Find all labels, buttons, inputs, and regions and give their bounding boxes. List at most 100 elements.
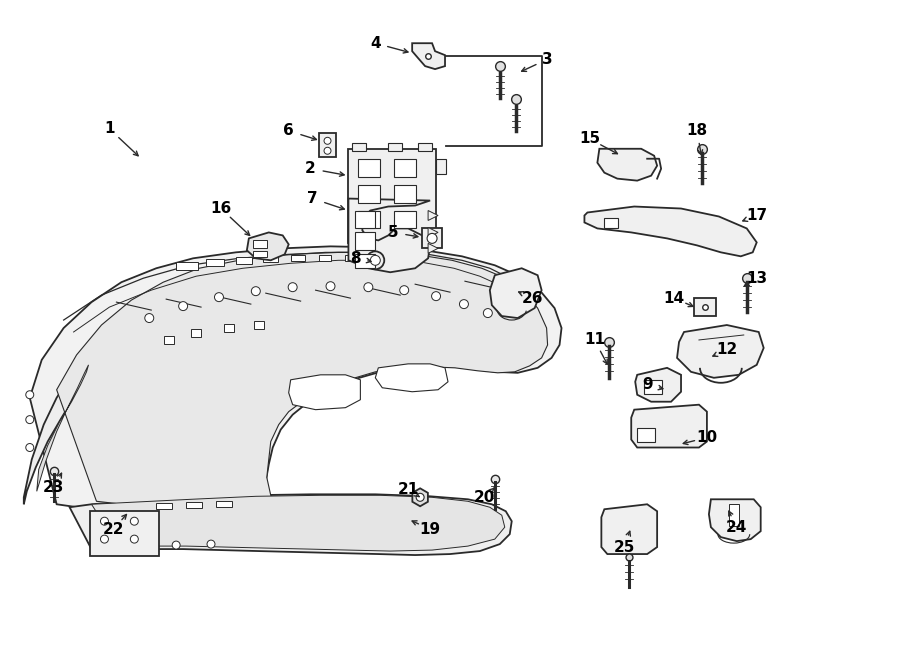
Polygon shape (428, 244, 438, 254)
Bar (253, 252, 266, 258)
Polygon shape (601, 504, 657, 554)
Text: 20: 20 (474, 490, 496, 505)
Circle shape (364, 283, 373, 292)
Polygon shape (69, 495, 512, 555)
Bar (370, 256, 383, 262)
Polygon shape (677, 325, 764, 378)
Bar (358, 185, 381, 203)
Text: 5: 5 (388, 225, 399, 240)
Circle shape (101, 517, 108, 525)
Bar (694, 298, 716, 316)
Text: 19: 19 (419, 522, 441, 537)
Bar (418, 143, 432, 151)
Circle shape (324, 137, 331, 144)
Text: 9: 9 (642, 377, 652, 393)
Bar (356, 254, 375, 268)
Text: 8: 8 (350, 251, 361, 266)
Bar (319, 256, 331, 261)
Text: 26: 26 (522, 291, 544, 306)
Bar (604, 218, 618, 228)
Polygon shape (709, 499, 760, 541)
Text: 6: 6 (284, 123, 294, 138)
Circle shape (400, 286, 409, 295)
Circle shape (366, 252, 384, 269)
Bar (263, 256, 278, 262)
Bar (729, 504, 739, 526)
Bar (224, 324, 234, 332)
Polygon shape (428, 211, 438, 220)
Bar (637, 428, 655, 442)
Circle shape (101, 535, 108, 543)
Circle shape (432, 292, 440, 301)
Polygon shape (412, 489, 427, 506)
Circle shape (428, 234, 437, 244)
Text: 15: 15 (579, 131, 600, 146)
Circle shape (26, 444, 34, 451)
Circle shape (370, 256, 381, 265)
Text: 17: 17 (746, 208, 768, 223)
Polygon shape (23, 360, 92, 504)
Text: 2: 2 (305, 161, 316, 176)
Text: 12: 12 (716, 342, 737, 357)
Polygon shape (37, 365, 88, 491)
Text: 22: 22 (103, 522, 124, 537)
Text: 21: 21 (398, 482, 418, 497)
Polygon shape (428, 228, 438, 238)
Bar (348, 149, 436, 244)
Bar (191, 329, 201, 337)
Bar (319, 133, 337, 157)
Bar (644, 380, 662, 394)
Bar (394, 211, 416, 228)
Bar (353, 143, 366, 151)
Bar (358, 159, 381, 177)
Bar (388, 143, 402, 151)
Bar (291, 256, 304, 261)
Bar (164, 336, 175, 344)
Circle shape (145, 314, 154, 322)
Circle shape (26, 391, 34, 399)
Bar (186, 502, 202, 508)
Polygon shape (584, 207, 757, 256)
Bar (176, 262, 198, 270)
Circle shape (251, 287, 260, 296)
Bar (422, 228, 442, 248)
Bar (358, 211, 381, 228)
Text: 24: 24 (726, 520, 748, 535)
Bar (436, 159, 446, 173)
Circle shape (26, 416, 34, 424)
Text: 3: 3 (543, 52, 553, 67)
Polygon shape (635, 368, 681, 402)
Polygon shape (348, 199, 430, 272)
Polygon shape (598, 149, 657, 181)
Circle shape (130, 535, 139, 543)
Polygon shape (30, 246, 562, 511)
Circle shape (138, 543, 145, 551)
Text: 11: 11 (584, 332, 605, 348)
Bar (236, 258, 252, 264)
Bar (394, 185, 416, 203)
Bar (346, 256, 358, 261)
Polygon shape (247, 232, 289, 260)
Circle shape (288, 283, 297, 292)
Circle shape (130, 517, 139, 525)
Text: 4: 4 (370, 36, 381, 51)
Bar (356, 232, 375, 250)
Bar (89, 511, 159, 556)
Bar (216, 501, 232, 507)
Polygon shape (57, 252, 547, 505)
Bar (253, 240, 266, 248)
Circle shape (172, 541, 180, 549)
Text: 1: 1 (104, 121, 114, 136)
Bar (394, 159, 416, 177)
Polygon shape (289, 375, 360, 410)
Text: 23: 23 (43, 480, 65, 495)
Text: 16: 16 (211, 201, 231, 216)
Circle shape (324, 147, 331, 154)
Polygon shape (631, 404, 706, 448)
Text: 13: 13 (746, 271, 768, 286)
Bar (356, 211, 375, 228)
Text: 18: 18 (687, 123, 707, 138)
Bar (206, 260, 224, 266)
Circle shape (416, 493, 424, 501)
Polygon shape (412, 43, 445, 69)
